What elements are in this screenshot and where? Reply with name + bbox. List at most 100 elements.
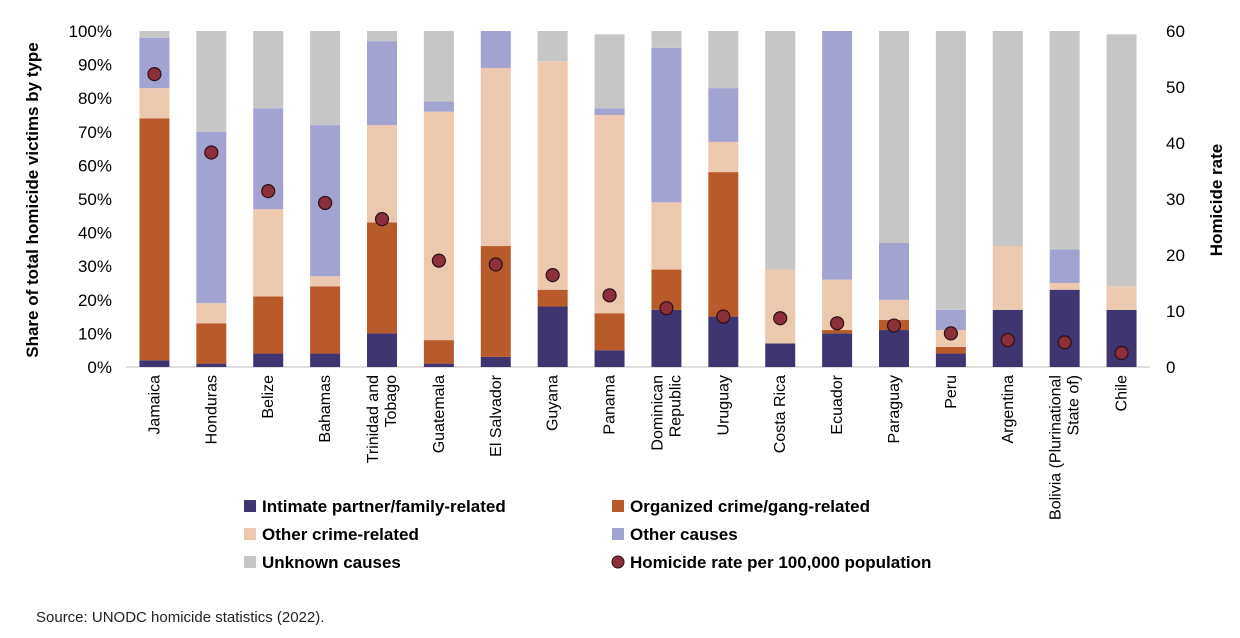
category-label: Trinidad and — [365, 375, 382, 463]
bar-segment — [367, 31, 397, 42]
y-axis-title: Share of total homicide victims by type — [23, 42, 42, 358]
bar-segment — [196, 31, 227, 132]
bar-segment — [765, 31, 796, 270]
bars — [139, 31, 1137, 367]
y2-tick-label: 10 — [1166, 302, 1185, 321]
bar-segment — [1106, 34, 1137, 287]
category-label: Bolivia (Plurinational — [1048, 375, 1065, 520]
category-label: Tobago — [383, 375, 400, 428]
rate-marker — [545, 268, 560, 283]
bar-segment — [708, 88, 739, 142]
bar-segment — [537, 306, 568, 367]
rate-marker — [1114, 345, 1129, 361]
legend-swatch — [612, 500, 624, 512]
legend-swatch — [612, 528, 624, 540]
bar-segment — [310, 286, 341, 354]
source-note: Source: UNODC homicide statistics (2022)… — [36, 609, 325, 626]
bar-segment — [992, 31, 1023, 247]
x-axis: Jamaica Honduras Belize Bahamas Trinidad and… — [146, 374, 1130, 520]
bar-segment — [594, 350, 625, 367]
legend-label: Unknown causes — [262, 553, 401, 572]
bar-segment — [423, 31, 454, 102]
legend-label: Other crime-related — [262, 525, 419, 544]
y-tick-label: 90% — [78, 56, 112, 75]
y-tick-label: 10% — [78, 324, 112, 343]
y-tick-label: 20% — [78, 291, 112, 310]
bar-segment — [708, 31, 739, 89]
category-label: Paraguay — [886, 375, 903, 444]
y-tick-label: 40% — [78, 224, 112, 243]
homicide-rate-markers — [147, 67, 1129, 361]
y-tick-label: 0% — [87, 358, 112, 377]
legend-label: Organized crime/gang-related — [630, 497, 870, 516]
category-label: Peru — [943, 375, 960, 409]
legend-label: Other causes — [630, 525, 738, 544]
bar-segment — [765, 269, 796, 344]
bar-segment — [708, 172, 739, 317]
category-label: Costa Rica — [772, 375, 789, 453]
bar-segment — [423, 363, 454, 367]
y-tick-label: 100% — [69, 22, 112, 41]
bar-segment — [822, 333, 853, 367]
category-label: Republic — [667, 375, 684, 437]
bar-segment — [1106, 286, 1137, 310]
bar-segment — [196, 323, 227, 364]
y2-tick-label: 20 — [1166, 246, 1185, 265]
bar-segment — [935, 31, 966, 310]
rate-marker — [886, 318, 902, 333]
category-label: Panama — [602, 375, 619, 435]
bar-segment — [935, 346, 966, 354]
bar-segment — [822, 31, 853, 280]
category-label: Guatemala — [431, 375, 448, 453]
rate-marker — [773, 311, 788, 326]
rate-marker — [318, 195, 333, 211]
bar-segment — [822, 330, 853, 334]
legend-label: Intimate partner/family-related — [262, 497, 506, 516]
legend-swatch — [244, 528, 256, 540]
y2-tick-label: 60 — [1166, 22, 1185, 41]
legend-swatch — [244, 556, 256, 568]
rate-marker — [602, 288, 617, 303]
bar-segment — [708, 316, 739, 367]
rate-marker — [830, 316, 845, 331]
bar-segment — [253, 353, 284, 367]
category-label: Dominican — [649, 375, 666, 451]
category-label: El Salvador — [488, 374, 505, 456]
bar-segment — [1049, 31, 1080, 250]
rate-marker — [488, 257, 503, 272]
category-label: Uruguay — [715, 375, 732, 435]
bar-segment — [879, 299, 909, 320]
y-tick-label: 60% — [78, 156, 112, 175]
rate-marker — [374, 212, 390, 227]
bar-segment — [708, 141, 739, 173]
y-tick-label: 50% — [78, 190, 112, 209]
bar-segment — [480, 31, 511, 68]
bar-segment — [253, 209, 284, 297]
bar-segment — [594, 108, 625, 115]
y2-tick-label: 50 — [1166, 78, 1185, 97]
legend-swatch — [244, 500, 256, 512]
bar-segment — [139, 360, 170, 367]
bar-segment — [1049, 283, 1080, 290]
y2-tick-label: 40 — [1166, 134, 1185, 153]
bar-segment — [594, 34, 625, 109]
bar-segment — [992, 246, 1023, 310]
legend-label: Homicide rate per 100,000 population — [630, 553, 931, 572]
category-label: Belize — [260, 375, 277, 419]
legend-swatch — [611, 555, 625, 569]
category-label: Jamaica — [146, 375, 163, 435]
rate-marker — [943, 326, 958, 341]
chart: 0% 10% 20% 30% 40% 50% 60% 70% 80% 90% 100% 0 10 20 3… — [23, 22, 1226, 572]
bar-segment — [310, 31, 341, 126]
bar-segment — [651, 309, 682, 367]
y-tick-label: 80% — [78, 89, 112, 108]
legend: Intimate partner/family-related Organized… — [244, 497, 931, 572]
bar-segment — [480, 356, 511, 367]
y-tick-label: 70% — [78, 123, 112, 142]
bar-segment — [423, 340, 454, 364]
rate-marker — [659, 301, 674, 316]
bar-segment — [537, 61, 568, 290]
category-label: State of) — [1066, 375, 1083, 435]
rate-marker — [147, 67, 162, 82]
bar-segment — [651, 202, 682, 270]
